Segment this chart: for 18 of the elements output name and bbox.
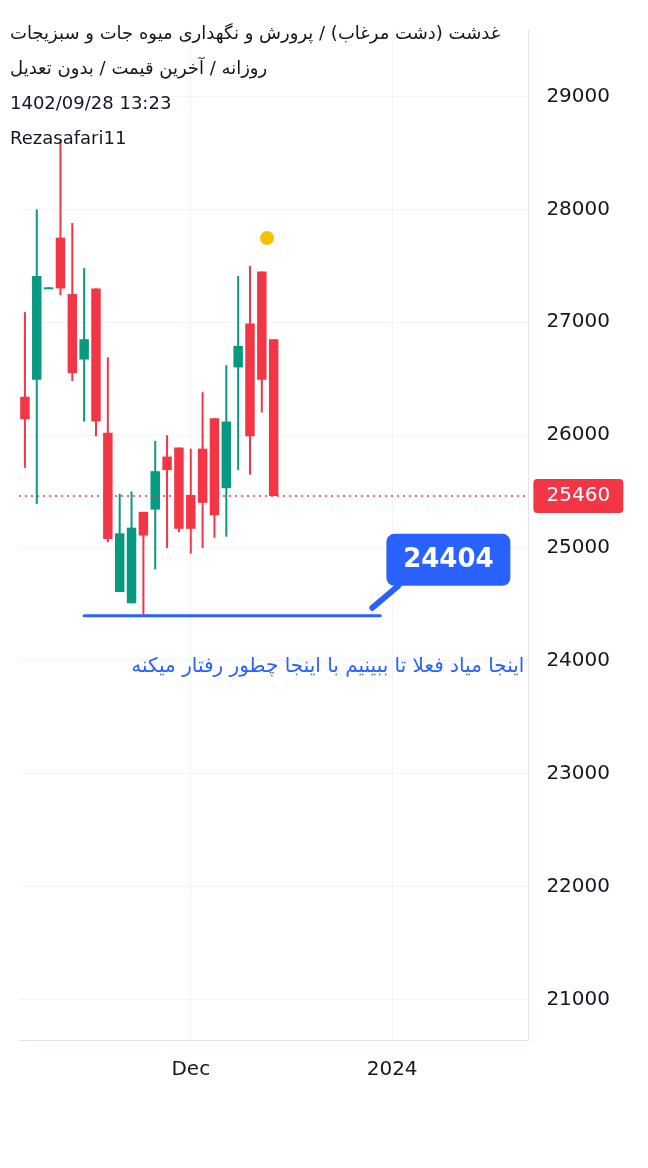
y-tick-label: 28000	[546, 195, 610, 220]
y-tick-label: 26000	[546, 421, 610, 446]
ref-line-label: 25460	[546, 482, 611, 507]
annotation: اینجا میاد فعلا تا ببینیم با اینجا چطور رفتار میکنه	[131, 652, 525, 677]
text: روزانه / آخرین قیمت / بدون تعدیل	[10, 57, 268, 78]
x-tick-label: 2024	[366, 1056, 418, 1081]
y-tick-label: 29000	[546, 82, 610, 107]
y-tick-label: 21000	[546, 985, 610, 1010]
y-tick-label: 25000	[546, 534, 610, 559]
y-tick-label: 27000	[546, 308, 610, 333]
y-tick-label: 24000	[546, 647, 610, 672]
x-tick-label: Dec	[171, 1056, 211, 1081]
annotation: 24404	[403, 542, 494, 573]
annotation: Rezasafari11	[10, 127, 127, 148]
chart-title: غدشت (دشت مرغاب) / پرورش و نگهداری میوه جات و سبزیجات	[10, 22, 501, 43]
y-tick-label: 23000	[546, 759, 610, 784]
annotation: 1402/09/28 13:23	[10, 92, 172, 113]
y-tick-label: 22000	[546, 872, 610, 897]
